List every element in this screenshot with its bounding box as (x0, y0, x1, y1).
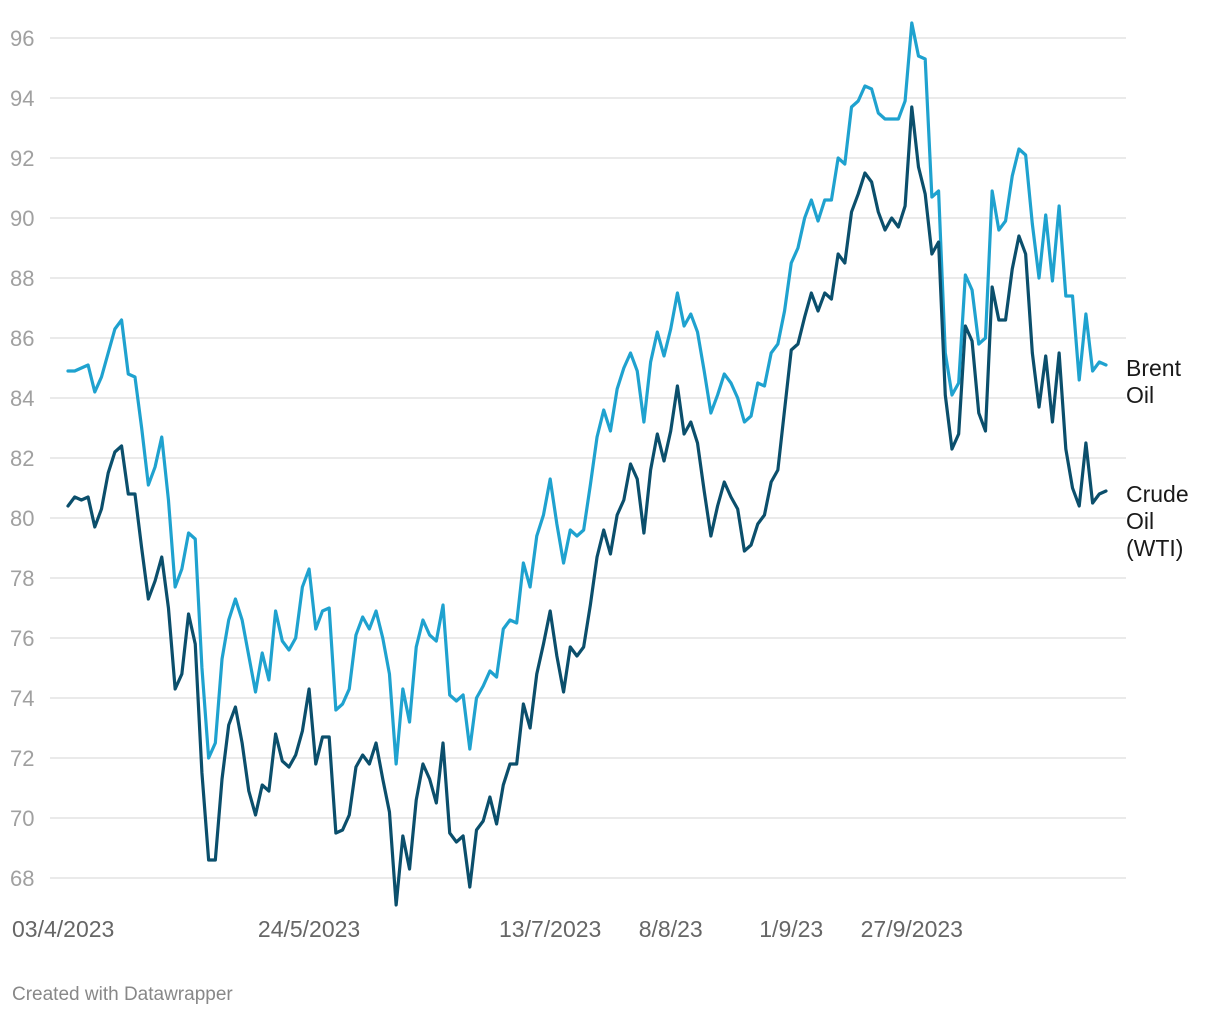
series-line-1 (66, 105, 1108, 907)
series-label-0: Brent Oil (1126, 355, 1182, 408)
x-tick-label-3: 8/8/23 (639, 916, 703, 942)
series-label-0-line-0: Brent (1126, 355, 1182, 381)
series-label-1-line-1: Oil (1126, 508, 1154, 534)
series-label-1-line-0: Crude (1126, 481, 1189, 507)
x-tick-label-1: 24/5/2023 (258, 916, 360, 942)
x-tick-label-2: 13/7/2023 (499, 916, 601, 942)
y-tick-label-96: 96 (10, 26, 34, 51)
series-label-1: Crude Oil (WTI) (1126, 481, 1189, 561)
y-tick-label-70: 70 (10, 806, 34, 831)
y-tick-label-92: 92 (10, 146, 34, 171)
credit-text: Created with Datawrapper (12, 984, 233, 1005)
y-axis-tick-labels: 68 70 72 74 76 78 80 82 84 86 88 90 92 94 96 (10, 26, 34, 891)
y-tick-label-90: 90 (10, 206, 34, 231)
series-line-0 (66, 21, 1108, 766)
y-tick-label-80: 80 (10, 506, 34, 531)
y-gridlines (50, 37, 1126, 879)
y-tick-label-74: 74 (10, 686, 34, 711)
y-tick-label-68: 68 (10, 866, 34, 891)
series-lines (66, 21, 1108, 907)
x-axis-tick-labels: 03/4/2023 24/5/2023 13/7/2023 8/8/23 1/9/23 2… (12, 916, 963, 942)
y-tick-label-88: 88 (10, 266, 34, 291)
y-tick-label-82: 82 (10, 446, 34, 471)
y-tick-label-72: 72 (10, 746, 34, 771)
y-tick-label-86: 86 (10, 326, 34, 351)
y-tick-label-78: 78 (10, 566, 34, 591)
x-tick-label-0: 03/4/2023 (12, 916, 114, 942)
y-tick-label-76: 76 (10, 626, 34, 651)
series-label-1-line-2: (WTI) (1126, 535, 1183, 561)
x-tick-label-4: 1/9/23 (759, 916, 823, 942)
y-tick-label-84: 84 (10, 386, 34, 411)
y-tick-label-94: 94 (10, 86, 34, 111)
x-tick-label-5: 27/9/2023 (861, 916, 963, 942)
series-label-0-line-1: Oil (1126, 382, 1154, 408)
